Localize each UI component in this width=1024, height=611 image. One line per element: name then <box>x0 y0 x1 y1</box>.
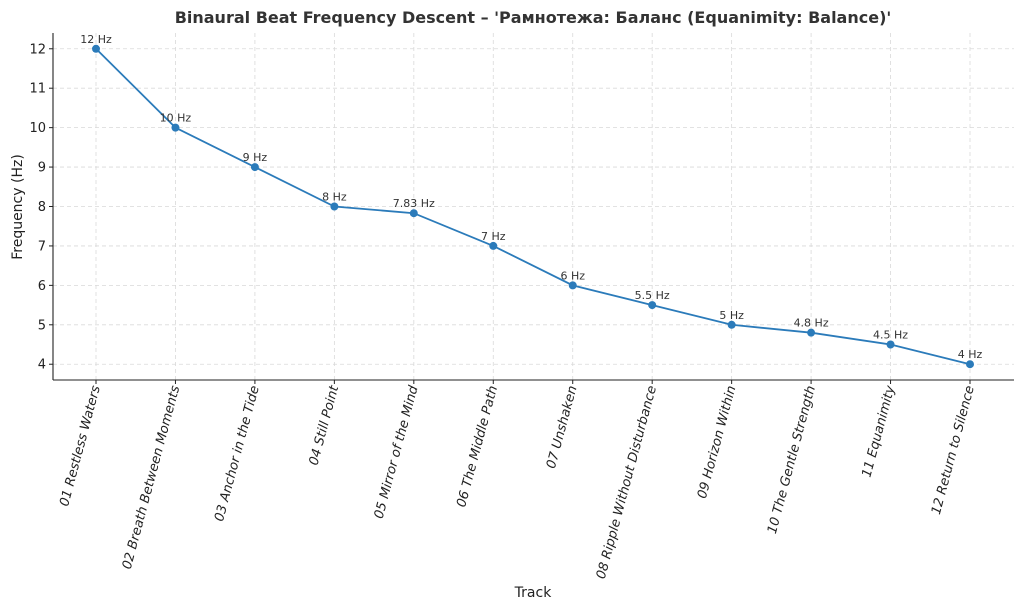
data-point <box>727 320 736 329</box>
data-label: 4.8 Hz <box>794 317 829 330</box>
x-tick-label: 05 Mirror of the Mind <box>372 383 422 520</box>
data-label: 4 Hz <box>958 348 983 361</box>
x-tick-label: 10 The Gentle Strength <box>765 384 819 535</box>
x-tick-label: 11 Equanimity <box>860 384 899 479</box>
y-tick-label: 9 <box>38 161 46 176</box>
data-label: 7 Hz <box>481 230 506 243</box>
data-label: 9 Hz <box>243 151 268 164</box>
data-point <box>886 340 895 349</box>
data-label: 12 Hz <box>80 33 112 46</box>
data-label: 7.83 Hz <box>393 197 435 210</box>
data-point <box>409 209 418 218</box>
x-tick-label: 01 Restless Waters <box>57 384 104 508</box>
data-point <box>171 123 180 132</box>
data-label: 6 Hz <box>560 269 585 282</box>
data-point <box>330 202 339 211</box>
y-tick-label: 4 <box>38 358 46 373</box>
x-tick-label: 12 Return to Silence <box>929 384 978 516</box>
y-axis-label: Frequency (Hz) <box>10 154 26 260</box>
chart-title: Binaural Beat Frequency Descent – 'Рамно… <box>175 8 892 27</box>
x-tick-label: 08 Ripple Without Disturbance <box>594 384 660 581</box>
data-point <box>92 44 100 53</box>
x-tick-label: 03 Anchor in the Tide <box>212 384 263 523</box>
data-label: 10 Hz <box>160 112 192 125</box>
grid <box>53 33 1014 380</box>
x-tick-label: 07 Unshaken <box>544 384 581 470</box>
series-line <box>95 48 971 366</box>
data-point <box>250 163 259 172</box>
y-tick-label: 10 <box>29 121 46 136</box>
y-tick-label: 11 <box>29 82 46 97</box>
x-axis-label: Track <box>514 585 553 601</box>
data-point <box>807 328 816 337</box>
data-label: 5 Hz <box>719 309 744 322</box>
x-tick-label: 02 Breath Between Moments <box>120 384 184 571</box>
data-point <box>568 281 577 290</box>
data-label: 4.5 Hz <box>873 329 908 342</box>
series: 12 Hz 10 Hz 9 Hz 8 Hz 7.83 Hz 7 Hz 6 Hz 5.5 Hz 5… <box>80 33 983 369</box>
y-tick-label: 6 <box>38 279 46 294</box>
y-tick-label: 8 <box>38 200 46 215</box>
y-tick-label: 5 <box>38 318 46 333</box>
data-label: 5.5 Hz <box>635 289 670 302</box>
data-point <box>648 301 657 310</box>
data-point <box>966 360 974 369</box>
y-tick-label: 12 <box>29 42 46 57</box>
data-label: 8 Hz <box>322 191 347 204</box>
data-point <box>489 241 498 250</box>
x-tick-label: 09 Horizon Within <box>695 384 740 500</box>
y-tick-label: 7 <box>38 239 46 254</box>
x-tick-label: 06 The Middle Path <box>454 384 501 509</box>
x-tick-label: 04 Still Point <box>307 383 343 467</box>
